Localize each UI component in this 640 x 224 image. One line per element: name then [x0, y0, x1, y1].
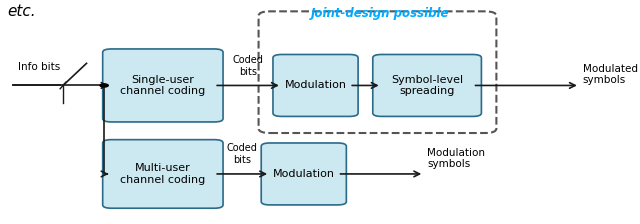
Text: Coded
bits: Coded bits	[232, 55, 264, 77]
FancyBboxPatch shape	[261, 143, 346, 205]
FancyBboxPatch shape	[273, 54, 358, 116]
Text: Info bits: Info bits	[19, 62, 61, 72]
Text: Modulation: Modulation	[285, 80, 346, 90]
Text: Modulation
symbols: Modulation symbols	[427, 148, 485, 169]
FancyBboxPatch shape	[102, 140, 223, 208]
FancyBboxPatch shape	[102, 49, 223, 122]
Text: Coded
bits: Coded bits	[227, 144, 257, 165]
Text: Symbol-level
spreading: Symbol-level spreading	[391, 75, 463, 96]
Circle shape	[100, 84, 108, 87]
FancyBboxPatch shape	[372, 54, 481, 116]
Text: etc.: etc.	[7, 4, 36, 19]
Text: Multi-user
channel coding: Multi-user channel coding	[120, 163, 205, 185]
Text: Modulation: Modulation	[273, 169, 335, 179]
Text: Modulated
symbols: Modulated symbols	[582, 64, 637, 85]
Text: Joint-design possible: Joint-design possible	[311, 7, 449, 20]
Text: Single-user
channel coding: Single-user channel coding	[120, 75, 205, 96]
